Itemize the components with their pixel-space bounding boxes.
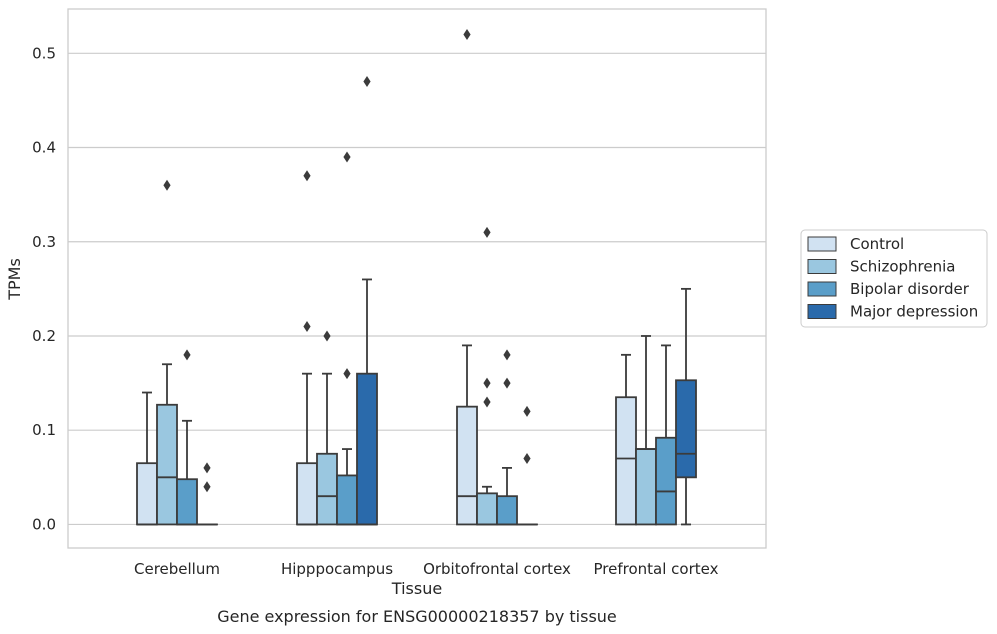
box-body bbox=[456, 405, 478, 526]
outlier-point bbox=[483, 226, 491, 238]
y-tick-label: 0.4 bbox=[32, 139, 56, 157]
box bbox=[516, 405, 538, 526]
box-body bbox=[476, 492, 498, 526]
y-tick-label: 0.5 bbox=[32, 44, 56, 62]
outlier-point bbox=[483, 377, 491, 389]
box-body bbox=[316, 452, 338, 526]
outlier-point bbox=[463, 28, 471, 40]
box-body bbox=[615, 396, 637, 526]
box-body bbox=[156, 403, 178, 526]
box bbox=[476, 226, 498, 526]
x-tick-label: Orbitofrontal cortex bbox=[423, 560, 571, 578]
x-tick-labels: Cerebellum Hipppocampus Orbitofrontal cort… bbox=[134, 560, 719, 578]
box-body bbox=[675, 379, 697, 479]
box-body bbox=[176, 478, 198, 526]
x-tick-label: Cerebellum bbox=[134, 560, 220, 578]
box-body bbox=[356, 372, 378, 526]
box-body bbox=[655, 436, 677, 526]
y-tick-label: 0.3 bbox=[32, 233, 56, 251]
outlier-point bbox=[523, 452, 531, 464]
outlier-point bbox=[343, 151, 351, 163]
box-body bbox=[635, 448, 657, 526]
y-tick-label: 0.0 bbox=[32, 515, 56, 533]
plot-frame bbox=[67, 8, 767, 549]
x-tick-label: Hipppocampus bbox=[281, 560, 393, 578]
box bbox=[296, 170, 318, 526]
box bbox=[336, 151, 358, 526]
y-tick-label: 0.1 bbox=[32, 421, 56, 439]
outlier-point bbox=[523, 405, 531, 417]
outlier-point bbox=[323, 330, 331, 342]
outlier-point bbox=[183, 349, 191, 361]
x-axis-title: Tissue bbox=[391, 579, 442, 598]
y-axis-title: TPMs bbox=[5, 258, 24, 301]
outlier-point bbox=[163, 179, 171, 191]
outlier-point bbox=[503, 349, 511, 361]
legend-label: Bipolar disorder bbox=[850, 280, 970, 298]
legend-label: Major depression bbox=[850, 303, 978, 321]
box-body bbox=[336, 474, 358, 526]
outlier-point bbox=[203, 462, 211, 474]
box bbox=[615, 353, 637, 526]
box bbox=[196, 462, 218, 526]
outlier-point bbox=[303, 321, 311, 333]
box bbox=[156, 179, 178, 526]
legend-swatch bbox=[807, 281, 837, 297]
outlier-point bbox=[303, 170, 311, 182]
outlier-point bbox=[503, 377, 511, 389]
box-groups bbox=[136, 28, 697, 526]
legend-frame bbox=[800, 229, 988, 328]
legend-swatch bbox=[807, 236, 837, 252]
outlier-point bbox=[483, 396, 491, 408]
outlier-point bbox=[203, 481, 211, 493]
x-tick-label: Prefrontal cortex bbox=[594, 560, 719, 578]
box-body bbox=[496, 495, 518, 526]
box bbox=[176, 349, 198, 526]
y-tick-label: 0.2 bbox=[32, 327, 56, 345]
box bbox=[316, 330, 338, 526]
box bbox=[496, 349, 518, 526]
outlier-point bbox=[363, 76, 371, 88]
legend-label: Schizophrenia bbox=[850, 258, 955, 276]
box-body bbox=[296, 462, 318, 526]
outlier-point bbox=[343, 368, 351, 380]
box bbox=[136, 391, 158, 526]
box bbox=[456, 28, 478, 526]
legend-swatch bbox=[807, 259, 837, 274]
chart-title: Gene expression for ENSG00000218357 by t… bbox=[217, 607, 617, 626]
box bbox=[356, 76, 378, 526]
legend-swatch bbox=[807, 304, 837, 319]
box-body bbox=[136, 462, 158, 526]
legend: Control Schizophrenia Bipolar disorder Majo… bbox=[800, 229, 988, 328]
box bbox=[655, 344, 677, 526]
box bbox=[675, 287, 697, 526]
legend-label: Control bbox=[850, 235, 904, 253]
y-tick-labels: 0.0 0.1 0.2 0.3 0.4 0.5 bbox=[32, 44, 56, 533]
